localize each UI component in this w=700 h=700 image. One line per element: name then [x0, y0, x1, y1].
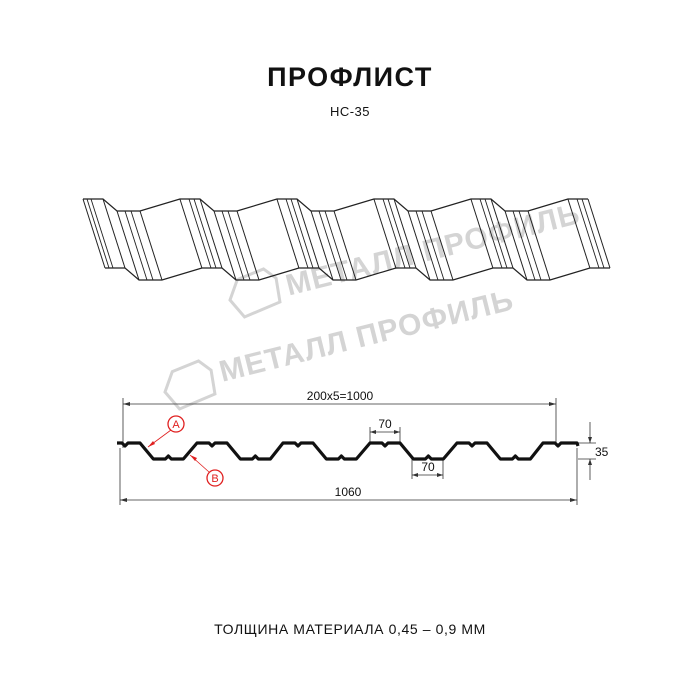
sheet-fold-line [527, 210, 551, 281]
sheet-rib-line [415, 210, 439, 281]
dimension-top-flat: 70 [378, 417, 392, 431]
sheet-rib-line [90, 198, 114, 269]
sheet-fold-line [276, 198, 300, 269]
sheet-fold-line [116, 210, 140, 281]
sheet-rib-line [124, 210, 148, 281]
watermark-text: МЕТАЛЛ ПРОФИЛЬ [282, 197, 583, 302]
sheet-fold-line [587, 198, 611, 269]
watermark-logo-icon [163, 359, 217, 411]
label-b-circle [206, 469, 224, 487]
dimension-total-width: 1060 [335, 485, 362, 499]
sheet-rib-line [324, 210, 348, 281]
dimension-lines [119, 398, 596, 505]
sheet-fold-line [393, 198, 417, 269]
sheet-back-edge [83, 198, 588, 212]
sheet-fold-line [213, 210, 237, 281]
sheet-rib-line [227, 210, 251, 281]
product-code: НС-35 [329, 104, 371, 119]
sheet-rib-line [86, 198, 110, 269]
label-a-arrow [148, 441, 155, 447]
page-title: ПРОФЛИСТ [267, 62, 433, 92]
label-a: A [172, 419, 180, 431]
sheet-fold-line [310, 210, 334, 281]
sheet-rib-line [193, 198, 217, 269]
label-a-circle [167, 415, 185, 433]
sheet-rib-line [387, 198, 411, 269]
sheet-rib-line [479, 198, 503, 269]
sheet-fold-line [102, 198, 126, 269]
sheet-fold-line [82, 198, 106, 269]
sheet-rib-line [518, 210, 542, 281]
sheet-rib-line [130, 210, 154, 281]
dimension-pitch-total: 200x5=1000 [307, 389, 374, 403]
sheet-fold-line [430, 210, 454, 281]
sheet-rib-line [512, 210, 536, 281]
dimension-bottom-flat: 70 [421, 460, 435, 474]
sheet-fold-line [504, 210, 528, 281]
sheet-rib-line [318, 210, 342, 281]
sheet-fold-line [139, 210, 163, 281]
isometric-sheet [82, 198, 611, 281]
watermark-text: МЕТАЛЛ ПРОФИЛЬ [216, 284, 517, 389]
sheet-fold-line [407, 210, 431, 281]
sheet-rib-line [221, 210, 245, 281]
watermark-logo-icon [228, 267, 282, 319]
sheet-rib-line [188, 198, 212, 269]
sheet-rib-line [285, 198, 309, 269]
sheet-fold-line [333, 210, 357, 281]
sheet-fold-line [199, 198, 223, 269]
profile-cross-section [117, 441, 580, 461]
sheet-fold-line [179, 198, 203, 269]
label-b: B [211, 473, 218, 485]
sheet-fold-line [470, 198, 494, 269]
sheet-fold-line [236, 210, 260, 281]
sheet-front-edge [105, 267, 610, 281]
material-thickness: ТОЛЩИНА МАТЕРИАЛА 0,45 – 0,9 ММ [214, 621, 486, 637]
sheet-rib-line [290, 198, 314, 269]
dimension-arrows [120, 402, 592, 502]
sheet-rib-line [421, 210, 445, 281]
dimension-height: 35 [595, 445, 609, 459]
sheet-fold-line [373, 198, 397, 269]
sheet-fold-line [296, 198, 320, 269]
label-b-arrow [190, 455, 197, 461]
sheet-rib-line [576, 198, 600, 269]
sheet-rib-line [581, 198, 605, 269]
sheet-rib-line [382, 198, 406, 269]
sheet-fold-line [490, 198, 514, 269]
sheet-rib-line [484, 198, 508, 269]
sheet-fold-line [567, 198, 591, 269]
